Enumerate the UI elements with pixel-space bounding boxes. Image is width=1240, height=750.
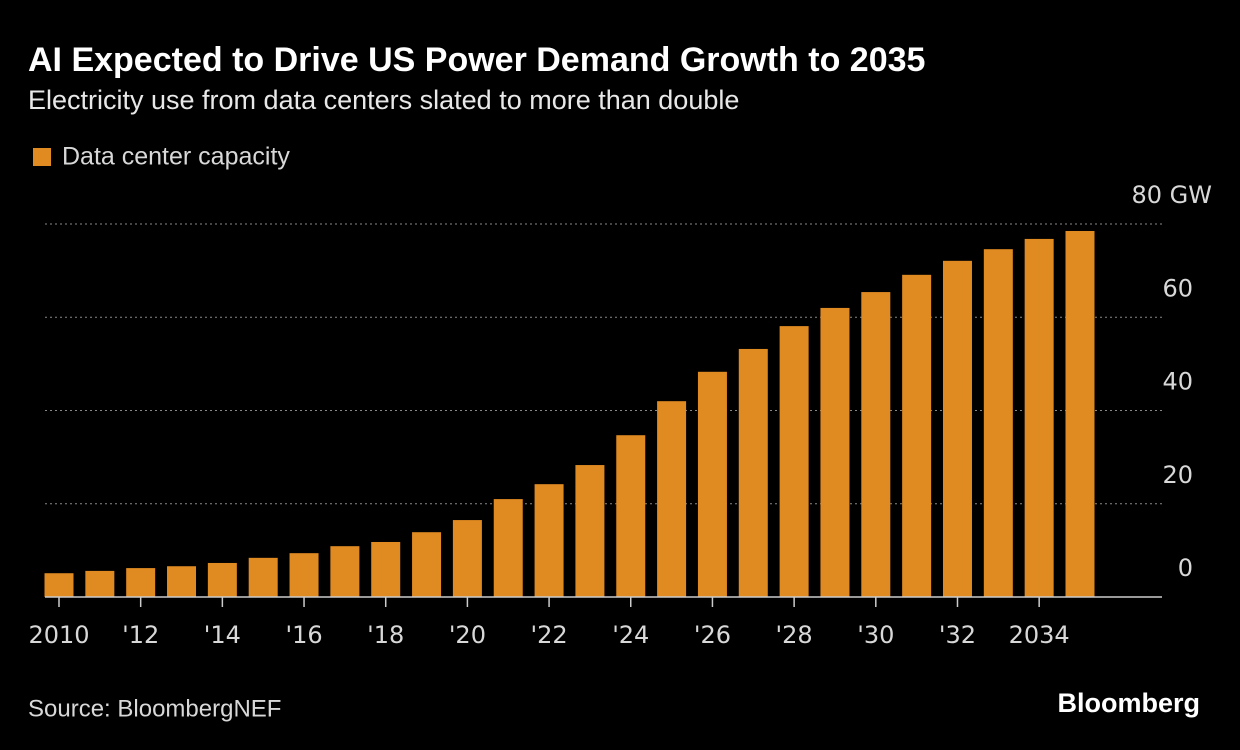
bar xyxy=(820,307,850,597)
bar xyxy=(167,566,197,597)
bar xyxy=(452,520,482,597)
bar xyxy=(861,292,891,597)
bar xyxy=(207,562,237,597)
y-tick-label: 0 xyxy=(1178,554,1193,582)
y-tick-label: 80 GW xyxy=(1132,181,1213,209)
x-tick-label: '30 xyxy=(857,621,894,649)
bar xyxy=(902,274,932,597)
bar xyxy=(983,249,1013,598)
x-tick-label: '22 xyxy=(531,621,568,649)
x-tick-label: '26 xyxy=(694,621,731,649)
y-tick-label: 20 xyxy=(1162,461,1193,489)
bar xyxy=(493,499,523,597)
bar xyxy=(616,435,646,597)
bar xyxy=(1065,230,1095,597)
bar xyxy=(44,573,74,597)
legend-label: Data center capacity xyxy=(62,143,290,171)
bar xyxy=(1024,238,1054,598)
x-tick-label: '12 xyxy=(122,621,159,649)
bar xyxy=(248,557,278,597)
bar xyxy=(534,484,564,597)
legend-swatch xyxy=(33,148,51,166)
source-note: Source: BloombergNEF xyxy=(28,695,281,722)
bar xyxy=(330,546,360,597)
x-tick-label: '24 xyxy=(612,621,649,649)
y-tick-label: 60 xyxy=(1162,274,1193,302)
bar xyxy=(657,401,687,597)
bar xyxy=(126,568,156,597)
bar xyxy=(697,371,727,597)
bar xyxy=(942,260,972,597)
x-tick-label: 2034 xyxy=(1009,621,1070,649)
bar xyxy=(738,348,768,597)
chart-subtitle: Electricity use from data centers slated… xyxy=(28,85,739,115)
x-tick-label: 2010 xyxy=(28,621,89,649)
x-tick-label: '16 xyxy=(285,621,322,649)
x-tick-label: '18 xyxy=(367,621,404,649)
x-tick-label: '14 xyxy=(204,621,241,649)
x-tick-label: '32 xyxy=(939,621,976,649)
chart-title: AI Expected to Drive US Power Demand Gro… xyxy=(28,41,925,79)
bar xyxy=(289,553,319,597)
bar xyxy=(575,465,605,597)
bar xyxy=(371,541,401,597)
y-tick-label: 40 xyxy=(1162,368,1193,396)
brand-logo: Bloomberg xyxy=(1057,688,1200,718)
bar xyxy=(412,532,442,597)
x-tick-label: '20 xyxy=(449,621,486,649)
x-tick-label: '28 xyxy=(776,621,813,649)
bar xyxy=(779,326,809,597)
bar xyxy=(85,570,115,597)
